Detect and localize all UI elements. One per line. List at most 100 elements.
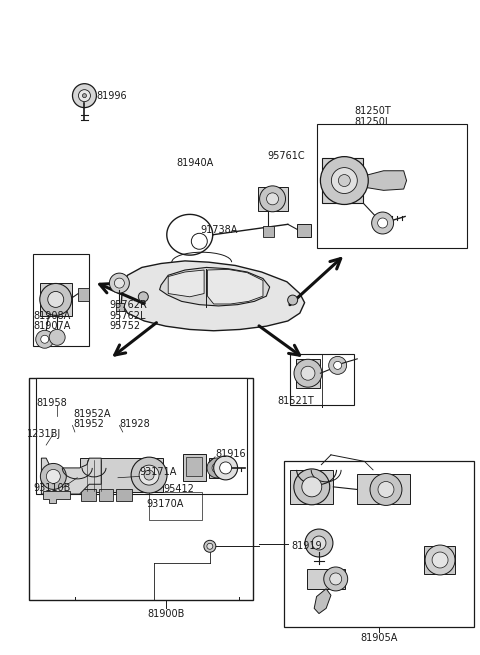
Text: 81905A: 81905A — [360, 633, 397, 643]
Circle shape — [204, 540, 216, 552]
Circle shape — [41, 335, 48, 343]
Circle shape — [144, 470, 154, 480]
Circle shape — [109, 273, 130, 293]
Circle shape — [138, 292, 148, 302]
Circle shape — [40, 284, 72, 315]
Circle shape — [47, 470, 60, 483]
Circle shape — [78, 90, 90, 102]
Text: 81250L: 81250L — [354, 117, 390, 127]
Circle shape — [266, 193, 278, 205]
Text: 93171A: 93171A — [140, 468, 177, 477]
Circle shape — [40, 464, 66, 489]
Polygon shape — [207, 269, 263, 304]
Circle shape — [294, 469, 330, 505]
Circle shape — [220, 462, 232, 474]
Circle shape — [294, 359, 322, 387]
Bar — [186, 457, 202, 476]
Circle shape — [305, 529, 333, 557]
Bar — [290, 354, 354, 405]
Text: 81908A: 81908A — [33, 310, 71, 321]
Text: 81521T: 81521T — [277, 396, 314, 406]
Circle shape — [83, 94, 86, 98]
Bar — [290, 470, 333, 504]
Text: 81952: 81952 — [73, 419, 104, 429]
Polygon shape — [363, 171, 407, 191]
Bar — [80, 458, 163, 492]
Polygon shape — [159, 267, 270, 306]
Circle shape — [207, 543, 213, 550]
Circle shape — [370, 474, 402, 506]
Circle shape — [301, 366, 315, 380]
Bar — [99, 489, 113, 500]
Circle shape — [425, 545, 455, 575]
Circle shape — [288, 295, 298, 305]
Bar — [78, 288, 89, 301]
Circle shape — [48, 291, 64, 307]
Polygon shape — [168, 270, 204, 297]
Circle shape — [372, 212, 394, 234]
Text: 81952A: 81952A — [73, 409, 111, 419]
Text: 95412: 95412 — [163, 485, 194, 495]
Circle shape — [131, 457, 167, 493]
Text: 81940A: 81940A — [177, 158, 214, 168]
Text: 93170A: 93170A — [147, 499, 184, 509]
Bar — [29, 379, 253, 601]
Text: 81916: 81916 — [215, 449, 246, 458]
Text: 81928: 81928 — [120, 419, 150, 429]
Circle shape — [72, 84, 96, 107]
Text: 91738A: 91738A — [201, 225, 238, 234]
Polygon shape — [121, 261, 305, 331]
Text: 81907A: 81907A — [33, 321, 71, 331]
Text: 95762L: 95762L — [110, 310, 146, 321]
Text: 1231BJ: 1231BJ — [27, 429, 61, 439]
Bar — [36, 379, 247, 494]
Bar — [357, 474, 410, 504]
Circle shape — [312, 536, 326, 550]
Bar — [33, 254, 89, 346]
Circle shape — [329, 356, 347, 375]
Bar — [424, 546, 456, 574]
Circle shape — [36, 330, 54, 348]
Bar — [284, 461, 474, 627]
Circle shape — [212, 463, 222, 473]
Circle shape — [49, 329, 65, 345]
Bar — [297, 359, 321, 388]
Bar — [40, 283, 72, 316]
Circle shape — [331, 168, 357, 193]
Text: 95761C: 95761C — [268, 151, 305, 161]
Circle shape — [378, 218, 388, 228]
Circle shape — [139, 465, 159, 485]
Circle shape — [321, 157, 368, 204]
Circle shape — [324, 567, 348, 591]
Circle shape — [214, 456, 238, 480]
Bar — [116, 303, 124, 311]
Text: 95752: 95752 — [110, 321, 141, 331]
Text: 81250T: 81250T — [354, 105, 391, 116]
Bar — [298, 224, 311, 237]
Circle shape — [334, 362, 342, 369]
Circle shape — [330, 573, 342, 585]
Text: 81958: 81958 — [36, 398, 67, 408]
Circle shape — [432, 552, 448, 568]
Polygon shape — [43, 491, 70, 502]
Bar — [317, 124, 468, 248]
Text: 81919: 81919 — [292, 541, 322, 552]
Bar — [323, 158, 363, 204]
Polygon shape — [314, 589, 331, 614]
Text: 95762R: 95762R — [110, 300, 148, 310]
Circle shape — [378, 481, 394, 497]
Polygon shape — [41, 458, 101, 494]
Bar — [263, 226, 275, 237]
Bar — [81, 489, 96, 500]
Circle shape — [338, 175, 350, 187]
Circle shape — [207, 458, 227, 478]
Bar — [149, 492, 202, 520]
Circle shape — [302, 477, 322, 497]
Text: 81996: 81996 — [96, 90, 127, 101]
Circle shape — [260, 186, 286, 212]
Text: 81900B: 81900B — [147, 608, 184, 618]
Bar — [116, 489, 132, 500]
Bar — [209, 458, 226, 477]
Text: 93110B: 93110B — [33, 483, 71, 493]
Bar — [258, 187, 288, 212]
